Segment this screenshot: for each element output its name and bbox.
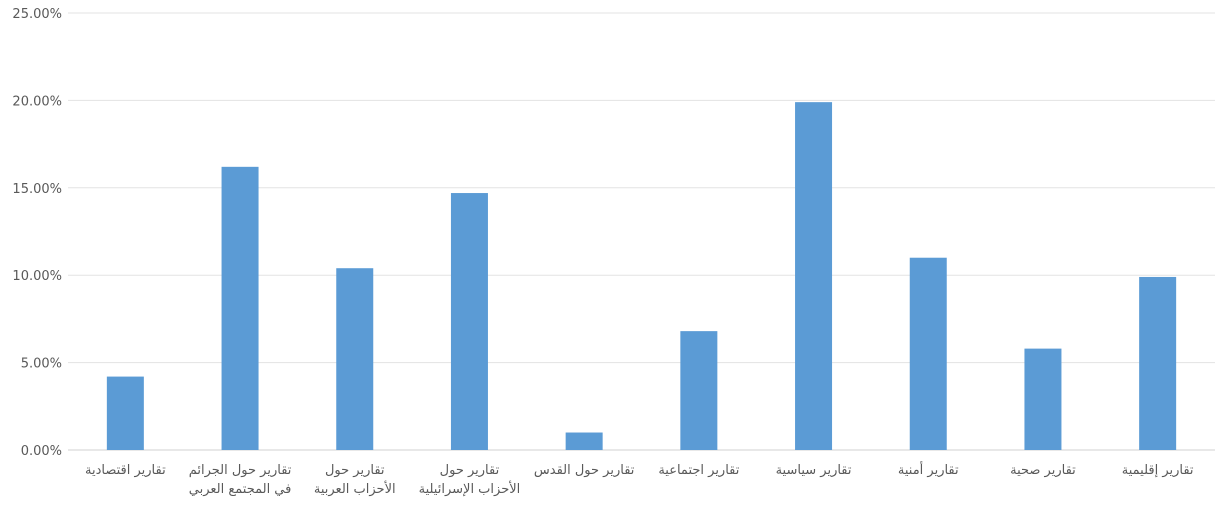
bar — [565, 432, 603, 450]
x-tick-label: تقارير اقتصادية — [85, 463, 166, 478]
x-tick-label: تقارير صحية — [1010, 463, 1076, 478]
y-tick-label: 25.00% — [12, 7, 62, 22]
x-tick-label: تقارير سياسية — [776, 463, 852, 478]
x-tick-label: تقارير اجتماعية — [658, 463, 739, 478]
bar — [1024, 348, 1062, 450]
x-tick-label: في المجتمع العربي — [189, 482, 292, 497]
bar — [680, 331, 718, 450]
y-tick-label: 15.00% — [12, 182, 62, 197]
x-tick-label: تقارير حول — [325, 463, 385, 478]
x-tick-label: الأحزاب الإسرائيلية — [419, 480, 521, 497]
x-tick-label: الأحزاب العربية — [314, 480, 396, 497]
bar — [795, 102, 833, 450]
bars — [106, 102, 1177, 450]
y-tick-label: 0.00% — [21, 444, 62, 459]
bar — [450, 193, 488, 450]
x-tick-label: تقارير حول — [440, 463, 500, 478]
y-axis-tick-labels: 0.00% 5.00% 10.00% 15.00% 20.00% 25.00% — [12, 7, 62, 459]
bar — [336, 268, 374, 450]
x-tick-label: تقارير إقليمية — [1122, 463, 1194, 478]
x-axis-tick-labels: تقارير اقتصادية تقارير حول الجرائم في المج… — [85, 461, 1194, 497]
x-tick-label: تقارير حول القدس — [534, 463, 635, 478]
y-tick-label: 10.00% — [12, 269, 62, 284]
bar — [909, 257, 947, 450]
bar — [1139, 276, 1177, 450]
bar — [106, 376, 144, 450]
y-tick-label: 20.00% — [12, 94, 62, 109]
x-tick-label: تقارير أمنية — [898, 461, 959, 478]
grid-lines — [68, 12, 1215, 451]
x-tick-label: تقارير حول الجرائم — [189, 463, 292, 478]
bar — [221, 166, 259, 450]
y-tick-label: 5.00% — [21, 357, 62, 372]
